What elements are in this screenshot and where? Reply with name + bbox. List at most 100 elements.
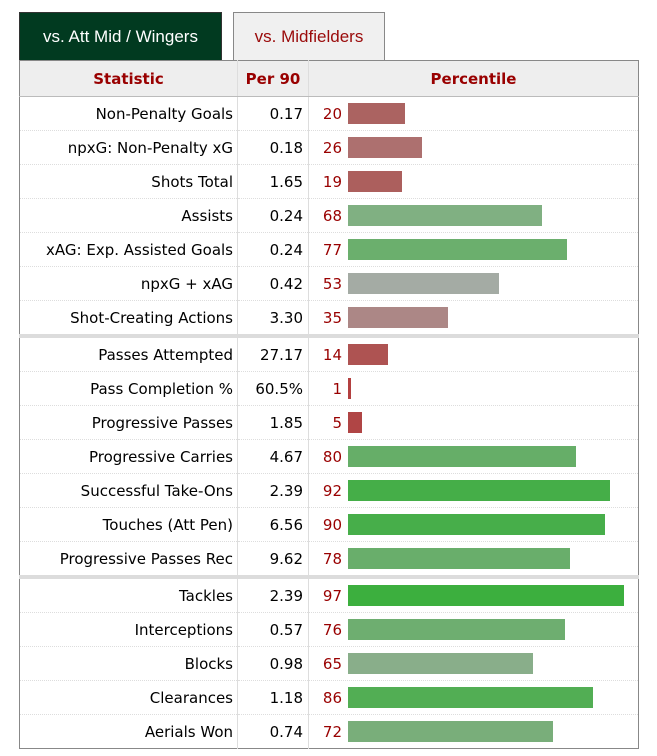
stat-name: Shot-Creating Actions [19,300,238,337]
percentile-cell: 14 [308,334,639,372]
per90-value: 4.67 [237,439,309,474]
stat-name: Progressive Passes [19,405,238,440]
table-row: Blocks 0.98 65 [19,646,639,681]
percentile-value: 5 [332,413,342,432]
percentile-value: 97 [322,586,342,605]
percentile-cell: 72 [308,714,639,749]
per90-value: 1.18 [237,680,309,715]
percentile-value: 78 [322,549,342,568]
stat-name: npxG + xAG [19,266,238,301]
percentile-cell: 77 [308,232,639,267]
stat-name: Blocks [19,646,238,681]
percentile-value: 26 [322,138,342,157]
percentile-bar [348,548,571,569]
percentile-bar [348,239,568,260]
stat-name: Non-Penalty Goals [19,96,238,131]
percentile-cell: 86 [308,680,639,715]
stat-name: Clearances [19,680,238,715]
percentile-cell: 19 [308,164,639,199]
percentile-value: 1 [332,379,342,398]
percentile-cell: 53 [308,266,639,301]
per90-value: 0.74 [237,714,309,749]
percentile-cell: 1 [308,371,639,406]
percentile-value: 92 [322,481,342,500]
table-row: Progressive Passes 1.85 5 [19,405,639,440]
stat-name: Pass Completion % [19,371,238,406]
per90-value: 3.30 [237,300,309,337]
per90-value: 0.98 [237,646,309,681]
percentile-bar [348,171,403,192]
stat-name: Progressive Carries [19,439,238,474]
percentile-cell: 97 [308,575,639,613]
per90-value: 60.5% [237,371,309,406]
stat-name: Assists [19,198,238,233]
percentile-bar [348,273,500,294]
per90-value: 6.56 [237,507,309,542]
tab-att-mid-wingers[interactable]: vs. Att Mid / Wingers [19,12,222,61]
percentile-value: 86 [322,688,342,707]
percentile-cell: 35 [308,300,639,337]
table-row: Assists 0.24 68 [19,198,639,233]
stat-name: Progressive Passes Rec [19,541,238,578]
stat-name: Touches (Att Pen) [19,507,238,542]
table-row: npxG + xAG 0.42 53 [19,266,639,301]
stat-name: Interceptions [19,612,238,647]
percentile-cell: 20 [308,96,639,131]
percentile-cell: 26 [308,130,639,165]
percentile-bar [348,653,534,674]
header-statistic[interactable]: Statistic [19,60,238,97]
per90-value: 27.17 [237,334,309,372]
scouting-report-table: Statistic Per 90 Percentile Non-Penalty … [19,60,639,749]
per90-value: 9.62 [237,541,309,578]
per90-value: 2.39 [237,473,309,508]
percentile-bar [348,721,554,742]
table-row: Shots Total 1.65 19 [19,164,639,199]
percentile-value: 68 [322,206,342,225]
table-row: Pass Completion % 60.5% 1 [19,371,639,406]
table-row: Progressive Carries 4.67 80 [19,439,639,474]
percentile-bar [348,619,565,640]
stat-name: xAG: Exp. Assisted Goals [19,232,238,267]
header-percentile[interactable]: Percentile [308,60,639,97]
stat-name: Aerials Won [19,714,238,749]
percentile-cell: 76 [308,612,639,647]
percentile-value: 14 [322,345,342,364]
table-row: Successful Take-Ons 2.39 92 [19,473,639,508]
per90-value: 0.57 [237,612,309,647]
table-row: npxG: Non-Penalty xG 0.18 26 [19,130,639,165]
per90-value: 0.18 [237,130,309,165]
percentile-bar [348,412,363,433]
percentile-bar [348,446,576,467]
percentile-cell: 65 [308,646,639,681]
header-per90[interactable]: Per 90 [237,60,309,97]
per90-value: 1.85 [237,405,309,440]
table-row: Shot-Creating Actions 3.30 35 [19,300,639,337]
percentile-value: 80 [322,447,342,466]
percentile-cell: 92 [308,473,639,508]
table-row: Touches (Att Pen) 6.56 90 [19,507,639,542]
stat-name: Shots Total [19,164,238,199]
table-row: Passes Attempted 27.17 14 [19,334,639,372]
per90-value: 0.24 [237,198,309,233]
per90-value: 1.65 [237,164,309,199]
table-row: xAG: Exp. Assisted Goals 0.24 77 [19,232,639,267]
percentile-value: 53 [322,274,342,293]
table-body: Non-Penalty Goals 0.17 20 npxG: Non-Penalty… [19,96,639,749]
table-row: Non-Penalty Goals 0.17 20 [19,96,639,131]
percentile-bar [348,378,351,399]
percentile-bar [348,687,594,708]
per90-value: 0.24 [237,232,309,267]
table-row: Clearances 1.18 86 [19,680,639,715]
percentile-bar [348,307,448,328]
percentile-cell: 5 [308,405,639,440]
percentile-cell: 90 [308,507,639,542]
percentile-value: 72 [322,722,342,741]
per90-value: 0.42 [237,266,309,301]
tab-midfielders[interactable]: vs. Midfielders [233,12,385,61]
percentile-cell: 80 [308,439,639,474]
stat-name: Successful Take-Ons [19,473,238,508]
stat-name: npxG: Non-Penalty xG [19,130,238,165]
percentile-value: 77 [322,240,342,259]
table-row: Tackles 2.39 97 [19,575,639,613]
percentile-value: 19 [322,172,342,191]
